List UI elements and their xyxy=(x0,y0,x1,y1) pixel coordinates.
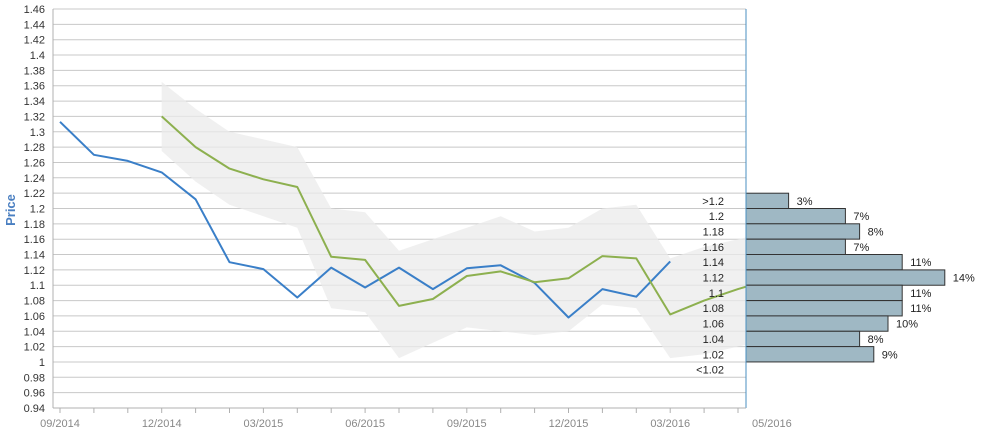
series-line-forecast xyxy=(161,115,773,316)
y-tick-label: 1.18 xyxy=(24,219,45,231)
histogram-bin-label: 1.16 xyxy=(703,242,724,254)
histogram-bin-label: >1.2 xyxy=(702,196,724,208)
x-tick-label: 12/2015 xyxy=(549,418,589,430)
forecast-band xyxy=(161,81,772,359)
y-tick-label: 1.2 xyxy=(30,204,45,216)
histogram-bin-label: <1.02 xyxy=(696,365,724,377)
y-tick-label: 1.14 xyxy=(24,250,45,262)
y-tick-label: 1.36 xyxy=(24,81,45,93)
histogram-bar xyxy=(745,346,875,363)
y-tick-label: 1 xyxy=(39,357,45,369)
histogram-bar xyxy=(745,254,903,271)
histogram-bin-label: 1.2 xyxy=(709,211,724,223)
x-tick-label: 09/2014 xyxy=(40,418,80,430)
y-tick-label: 0.98 xyxy=(24,372,45,384)
x-tick-label: 03/2016 xyxy=(650,418,690,430)
histogram-bar xyxy=(745,284,903,302)
y-tick-label: 1.3 xyxy=(30,127,45,139)
x-tick-label: 06/2015 xyxy=(345,418,385,430)
histogram-pct-label: 11% xyxy=(910,303,931,315)
histogram-pct-label: 3% xyxy=(797,196,813,208)
histogram-bin-label: 1.12 xyxy=(703,273,724,285)
y-tick-label: 1.46 xyxy=(24,4,45,16)
series-line-actual xyxy=(59,121,671,319)
y-tick-label: 1.44 xyxy=(24,19,45,31)
y-tick-label: 1.34 xyxy=(24,96,45,108)
y-tick-label: 1.24 xyxy=(24,173,45,185)
y-tick-label: 1.26 xyxy=(24,157,45,169)
y-tick-label: 1.12 xyxy=(24,265,45,277)
histogram-pct-label: 7% xyxy=(853,211,869,223)
histogram-bar xyxy=(745,315,889,332)
y-tick-label: 1.02 xyxy=(24,342,45,354)
histogram-pct-label: 7% xyxy=(853,242,869,254)
histogram-pct-label: 8% xyxy=(868,227,884,239)
y-tick-label: 1.32 xyxy=(24,111,45,123)
series-layer xyxy=(59,115,773,319)
histogram-bin-label: 1.04 xyxy=(703,334,724,346)
y-tick-label: 1.4 xyxy=(30,50,45,62)
y-tick-label: 1.1 xyxy=(30,280,45,292)
x-tick-label: 05/2016 xyxy=(752,418,792,430)
histogram-bar xyxy=(745,330,861,348)
y-tick-label: 1.28 xyxy=(24,142,45,154)
y-tick-label: 1.06 xyxy=(24,311,45,323)
histogram-bar xyxy=(745,208,846,225)
histogram-pct-label: 11% xyxy=(910,288,931,300)
x-tick-label: 03/2015 xyxy=(244,418,284,430)
histogram-bin-label: 1.06 xyxy=(703,319,724,331)
y-tick-label: 1.22 xyxy=(24,188,45,200)
histogram-pct-label: 9% xyxy=(882,349,898,361)
histogram-bar xyxy=(745,300,903,317)
axes-layer: 1.46 1.44 1.42 1.4 1.38 1.36 1.34 1.32 1.3 1.28 1.… xyxy=(24,4,792,430)
x-tick-label: 12/2014 xyxy=(142,418,182,430)
y-tick-label: 0.94 xyxy=(24,403,45,415)
y-tick-label: 1.38 xyxy=(24,65,45,77)
histogram-bar xyxy=(745,223,861,240)
y-axis-label: Price xyxy=(3,194,18,226)
histogram-bin-label: 1.02 xyxy=(703,349,724,361)
forecast-band-layer xyxy=(161,81,772,359)
y-tick-label: 1.04 xyxy=(24,326,45,338)
histogram-bin-label: 1.1 xyxy=(709,288,724,300)
histogram-bar xyxy=(745,238,846,256)
histogram-pct-label: 11% xyxy=(910,257,931,269)
histogram-pct-label: 8% xyxy=(868,334,884,346)
histogram-layer: 3% >1.2 7% 1.2 8% 1.18 7% 1.16 11% 1.14 14% 1.12 11%… xyxy=(696,192,975,377)
histogram-bin-label: 1.18 xyxy=(703,227,724,239)
histogram-bar xyxy=(745,269,946,286)
y-tick-label: 1.16 xyxy=(24,234,45,246)
histogram-bin-label: 1.08 xyxy=(703,303,724,315)
x-tick-label: 09/2015 xyxy=(447,418,487,430)
y-tick-label: 1.42 xyxy=(24,35,45,47)
histogram-pct-label: 10% xyxy=(896,319,918,331)
y-tick-label: 1.08 xyxy=(24,296,45,308)
histogram-bin-label: 1.14 xyxy=(703,257,724,269)
histogram-bar xyxy=(745,192,790,210)
y-tick-label: 0.96 xyxy=(24,388,45,400)
histogram-pct-label: 14% xyxy=(953,273,975,285)
